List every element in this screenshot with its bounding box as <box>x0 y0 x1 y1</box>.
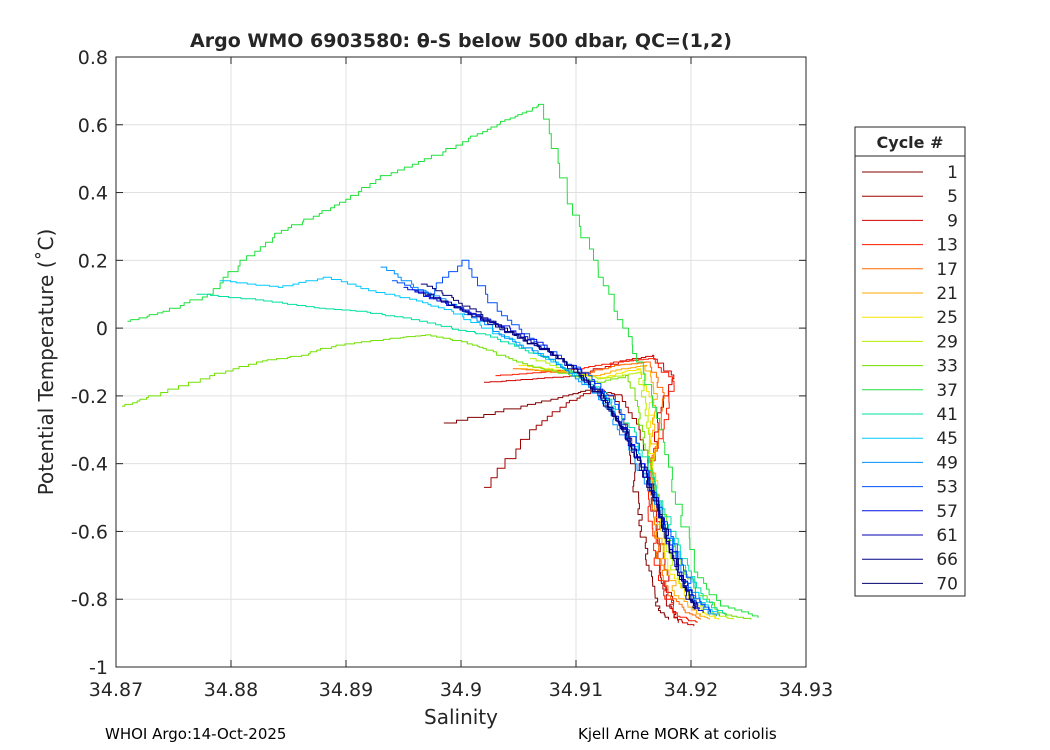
y-tick-label: -0.8 <box>71 589 108 611</box>
series-line-cycle-70 <box>420 283 696 610</box>
legend-label-45: 45 <box>936 429 958 449</box>
series-line-cycle-53 <box>392 259 711 613</box>
legend-label-41: 41 <box>936 405 958 425</box>
x-tick-label: 34.9 <box>440 679 482 701</box>
y-axis-label: Potential Temperature (˚C) <box>34 229 58 496</box>
series-line-cycle-1 <box>443 388 669 620</box>
legend-label-29: 29 <box>936 332 958 352</box>
legend: Cycle # 1 5 9 13 17 21 25 29 33 37 41 45 49 53 57 61 66 7… <box>854 126 966 597</box>
legend-label-1: 1 <box>947 163 958 183</box>
legend-label-13: 13 <box>936 236 958 256</box>
chart-title: Argo WMO 6903580: θ-S below 500 dbar, QC… <box>190 30 732 52</box>
y-tick-label: 0.2 <box>78 250 108 272</box>
x-tick-label: 34.93 <box>779 679 833 701</box>
footer-author: Kjell Arne MORK at coriolis <box>578 725 777 743</box>
y-tick-label: -0.4 <box>71 454 108 476</box>
x-tick-label: 34.87 <box>89 679 143 701</box>
legend-label-17: 17 <box>936 260 958 280</box>
x-tick-label: 34.89 <box>319 679 373 701</box>
y-tick-label: 0.8 <box>78 47 108 69</box>
legend-box <box>854 126 966 597</box>
x-axis-label: Salinity <box>424 705 498 729</box>
y-tick-label: -0.6 <box>71 521 108 543</box>
legend-label-5: 5 <box>947 187 958 207</box>
x-tick-label: 34.91 <box>549 679 603 701</box>
legend-label-49: 49 <box>936 453 958 473</box>
legend-label-9: 9 <box>947 211 958 231</box>
x-axis-ticks: 34.87 34.88 34.89 34.9 34.91 34.92 34.93 <box>89 57 833 701</box>
series-line-cycle-61 <box>415 290 700 610</box>
series-line-cycle-5 <box>484 388 679 623</box>
legend-label-70: 70 <box>936 574 958 594</box>
y-tick-label: 0 <box>96 318 108 340</box>
y-axis-ticks: -1 -0.8 -0.6 -0.4 -0.2 0 0.2 0.4 0.6 0.8 <box>71 47 806 679</box>
legend-label-21: 21 <box>936 284 958 304</box>
series-line-cycle-17 <box>512 361 701 620</box>
series-line-cycle-37 <box>127 103 759 618</box>
legend-items: 1 5 9 13 17 21 25 29 33 37 41 45 49 53 57 61 66 70 <box>862 163 958 594</box>
y-tick-label: 0.4 <box>78 183 108 205</box>
legend-label-61: 61 <box>936 526 958 546</box>
series-lines <box>121 103 759 627</box>
legend-label-33: 33 <box>936 357 958 377</box>
legend-label-37: 37 <box>936 381 958 401</box>
series-line-cycle-29 <box>530 358 734 620</box>
legend-label-25: 25 <box>936 308 958 328</box>
legend-label-66: 66 <box>936 550 958 570</box>
y-tick-label: -0.2 <box>71 386 108 408</box>
plot-area <box>115 56 807 668</box>
legend-label-57: 57 <box>936 502 958 522</box>
y-tick-label: -1 <box>89 657 108 679</box>
footer-date: WHOI Argo:14-Oct-2025 <box>105 725 287 743</box>
x-tick-label: 34.92 <box>664 679 718 701</box>
x-tick-label: 34.88 <box>204 679 258 701</box>
legend-label-53: 53 <box>936 478 958 498</box>
y-tick-label: 0.6 <box>78 115 108 137</box>
legend-title: Cycle # <box>877 133 944 152</box>
